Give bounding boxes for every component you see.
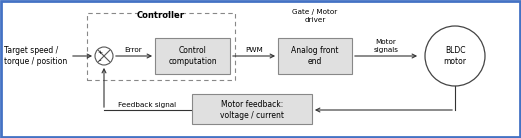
Text: Target speed /
torque / position: Target speed / torque / position — [4, 46, 67, 66]
Text: -: - — [98, 57, 101, 63]
Text: Control
computation: Control computation — [168, 46, 217, 66]
Text: +: + — [97, 50, 102, 55]
Text: PWM: PWM — [245, 47, 263, 53]
Text: BLDC
motor: BLDC motor — [443, 46, 466, 66]
Text: Gate / Motor
driver: Gate / Motor driver — [292, 9, 338, 23]
Text: Motor feedback:
voltage / current: Motor feedback: voltage / current — [220, 100, 284, 120]
Text: Analog front
end: Analog front end — [291, 46, 339, 66]
Text: Feedback signal: Feedback signal — [118, 102, 176, 108]
FancyBboxPatch shape — [278, 38, 352, 74]
Text: Motor
signals: Motor signals — [374, 39, 399, 53]
FancyBboxPatch shape — [155, 38, 230, 74]
Text: Controller: Controller — [137, 11, 185, 21]
Text: Error: Error — [124, 47, 142, 53]
FancyBboxPatch shape — [192, 94, 312, 124]
